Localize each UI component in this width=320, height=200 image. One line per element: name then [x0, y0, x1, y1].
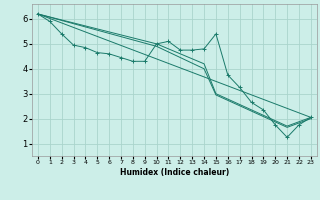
X-axis label: Humidex (Indice chaleur): Humidex (Indice chaleur)	[120, 168, 229, 177]
